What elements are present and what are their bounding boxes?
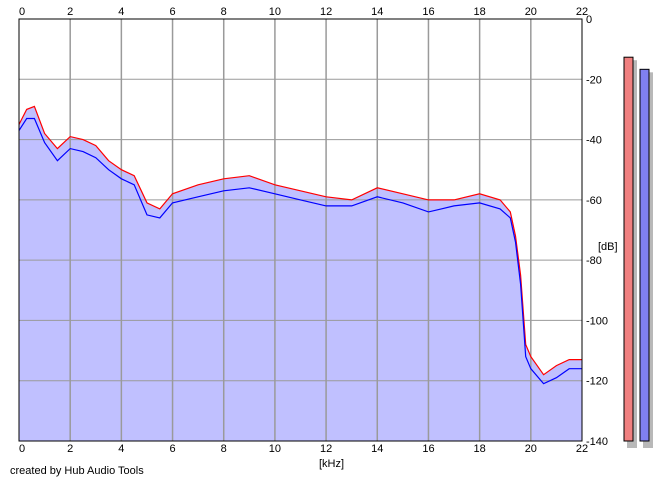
y-tick-label: -40 [586, 135, 602, 147]
spectrum-fill-area [19, 106, 582, 442]
level-meter-2 [639, 68, 650, 442]
x-tick-label-bottom: 8 [221, 443, 227, 455]
x-tick-label-bottom: 14 [371, 443, 383, 455]
x-tick-label-bottom: 10 [269, 443, 281, 455]
x-tick-label-top: 12 [320, 6, 332, 18]
x-tick-label-bottom: 16 [422, 443, 434, 455]
x-tick-label-top: 16 [422, 6, 434, 18]
y-tick-label: -80 [586, 255, 602, 267]
x-tick-label-bottom: 22 [576, 443, 588, 455]
x-tick-label-top: 14 [371, 6, 383, 18]
x-tick-label-bottom: 0 [19, 443, 25, 455]
x-tick-label-top: 10 [269, 6, 281, 18]
plot-frame [18, 18, 583, 442]
y-tick-label: -60 [586, 195, 602, 207]
x-tick-label-bottom: 12 [320, 443, 332, 455]
x-tick-label-top: 6 [169, 6, 175, 18]
y-tick-label: -140 [586, 436, 608, 448]
x-tick-label-bottom: 20 [525, 443, 537, 455]
level-meter-1 [623, 56, 634, 442]
x-tick-label-top: 18 [474, 6, 486, 18]
x-tick-label-top: 22 [576, 6, 588, 18]
spectrum-series-line-2 [18, 117, 582, 385]
x-tick-label-top: 2 [67, 6, 73, 18]
x-tick-label-top: 0 [19, 6, 25, 18]
x-tick-label-bottom: 2 [67, 443, 73, 455]
x-tick-label-bottom: 6 [169, 443, 175, 455]
x-tick-label-top: 20 [525, 6, 537, 18]
x-axis-label: [kHz] [319, 458, 344, 470]
y-tick-label: 0 [586, 14, 592, 26]
spectrum-series-line-1 [18, 105, 582, 376]
x-tick-label-top: 8 [221, 6, 227, 18]
x-tick-label-bottom: 4 [118, 443, 124, 455]
y-tick-label: -20 [586, 74, 602, 86]
y-axis-label: [dB] [598, 241, 618, 253]
x-tick-label-bottom: 18 [474, 443, 486, 455]
y-tick-label: -120 [586, 376, 608, 388]
y-tick-label: -100 [586, 315, 608, 327]
x-tick-label-top: 4 [118, 6, 124, 18]
credit-text: created by Hub Audio Tools [10, 465, 144, 477]
